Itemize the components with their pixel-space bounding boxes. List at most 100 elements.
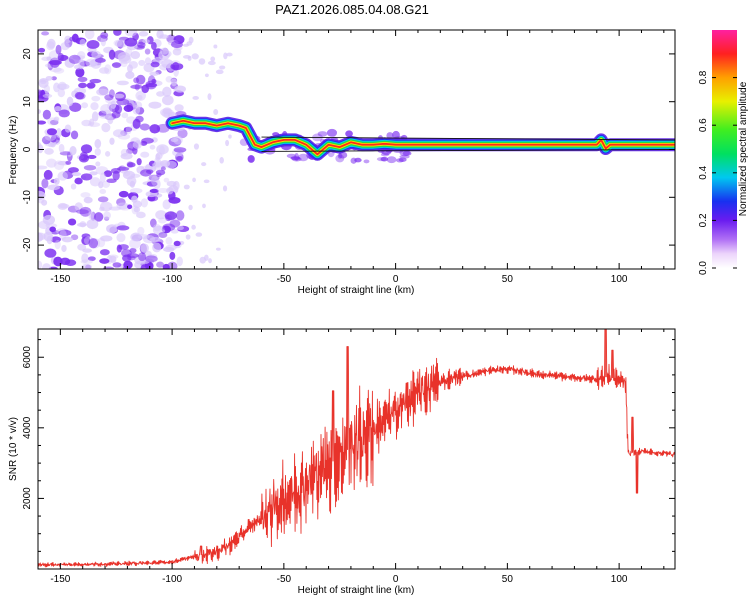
- noise-speck: [183, 184, 190, 190]
- noise-blob: [128, 60, 138, 69]
- noise-blob: [121, 112, 129, 119]
- noise-blob: [86, 40, 100, 49]
- noise-blob: [38, 260, 43, 269]
- snr-x-tick-label: 100: [611, 574, 628, 585]
- spectrogram-x-ticks: -150 -100 -50 0 50 100: [37, 30, 665, 285]
- noise-speck: [193, 143, 200, 150]
- noise-blob: [129, 247, 137, 254]
- noise-blob: [162, 107, 172, 115]
- noise-blob: [138, 252, 146, 262]
- noise-blob: [81, 119, 92, 127]
- noise-speck: [192, 177, 196, 183]
- noise-speck: [219, 65, 226, 70]
- noise-blob: [99, 114, 112, 119]
- ridge-halo-blob: [386, 132, 394, 139]
- noise-blob: [42, 214, 56, 225]
- noise-blob: [132, 118, 141, 129]
- noise-blob: [162, 95, 174, 106]
- noise-speck: [204, 73, 209, 78]
- noise-speck: [198, 58, 206, 65]
- noise-blob: [81, 233, 91, 239]
- ridge-halo-blob: [380, 156, 389, 162]
- noise-blob: [169, 219, 181, 228]
- noise-speck: [215, 247, 221, 251]
- spectrogram-x-axis-label: Height of straight line (km): [298, 285, 415, 296]
- snr-x-tick-label: 50: [502, 574, 514, 585]
- noise-blob: [99, 201, 113, 212]
- noise-blob: [176, 156, 183, 161]
- noise-blob: [77, 243, 87, 251]
- noise-blob: [124, 30, 138, 37]
- noise-blob: [177, 128, 188, 139]
- noise-blob: [55, 128, 62, 138]
- noise-blob: [51, 76, 57, 81]
- noise-blob: [174, 85, 186, 93]
- noise-blob: [97, 196, 109, 203]
- noise-blob: [53, 256, 63, 267]
- noise-blob: [48, 60, 62, 66]
- noise-blob: [100, 104, 113, 115]
- noise-blob: [40, 79, 47, 85]
- noise-blob: [118, 190, 129, 198]
- noise-blob: [112, 170, 120, 181]
- noise-blob: [132, 140, 142, 150]
- noise-blob: [95, 161, 101, 167]
- noise-blob: [99, 258, 110, 264]
- noise-blob: [75, 67, 85, 78]
- noise-blob: [41, 199, 48, 206]
- noise-blob: [156, 172, 162, 177]
- noise-blob: [112, 262, 122, 268]
- noise-blob: [47, 184, 61, 191]
- noise-blob: [156, 144, 169, 155]
- noise-speck: [202, 203, 206, 209]
- snr-frame: [37, 328, 676, 570]
- noise-blob: [111, 62, 122, 69]
- noise-blob: [130, 232, 142, 242]
- noise-blob: [148, 174, 160, 181]
- noise-blob: [41, 263, 52, 269]
- noise-blob: [59, 229, 67, 240]
- noise-blob: [60, 42, 70, 51]
- colorbar-label: Normalized spectral amplitude: [738, 81, 749, 216]
- noise-blob: [58, 143, 65, 153]
- noise-blob: [140, 198, 148, 208]
- noise-blob: [172, 61, 180, 71]
- noise-blob: [45, 75, 53, 81]
- noise-blob: [125, 71, 135, 79]
- ridge-halo-blob: [326, 128, 338, 137]
- spectrogram-x-tick-label: -50: [277, 274, 292, 285]
- noise-speck: [207, 93, 212, 101]
- noise-blob: [112, 129, 125, 138]
- noise-blob: [76, 222, 87, 227]
- noise-blob: [173, 147, 187, 153]
- ridge-halo-blob: [376, 157, 387, 162]
- noise-blob: [127, 204, 133, 210]
- noise-blob: [42, 93, 53, 98]
- noise-blob: [130, 84, 143, 90]
- noise-blob: [164, 211, 177, 221]
- noise-blob: [136, 211, 146, 219]
- noise-blob: [109, 255, 117, 263]
- noise-blob: [141, 84, 150, 94]
- noise-blob: [86, 219, 99, 230]
- noise-speck: [201, 162, 207, 167]
- colorbar-tick-label: 0.0: [698, 261, 709, 275]
- noise-blob: [81, 253, 89, 264]
- snr-x-axis-label: Height of straight line (km): [298, 585, 415, 596]
- noise-speck: [228, 134, 232, 139]
- noise-blob: [118, 54, 132, 64]
- noise-blob: [114, 104, 123, 114]
- noise-blob: [150, 61, 160, 68]
- noise-blob: [176, 256, 183, 267]
- noise-blob: [130, 51, 141, 60]
- noise-blob: [173, 240, 181, 247]
- noise-blob: [65, 160, 72, 165]
- snr-panel: -150 -100 -50 0 50 100 2000 4000 6000 Height of…: [8, 328, 676, 596]
- ridge-halo-blob: [345, 130, 353, 138]
- noise-blob: [99, 249, 110, 256]
- noise-blob: [116, 233, 126, 243]
- noise-blob: [140, 264, 149, 269]
- noise-blob: [42, 109, 52, 120]
- noise-blob: [140, 243, 149, 253]
- snr-x-tick-label: 0: [393, 574, 399, 585]
